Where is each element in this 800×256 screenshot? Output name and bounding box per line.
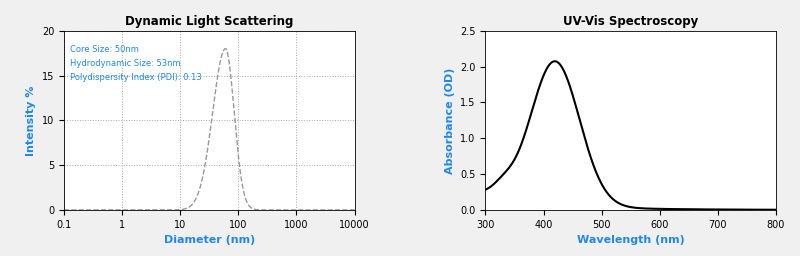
X-axis label: Diameter (nm): Diameter (nm) [164,235,255,245]
Title: Dynamic Light Scattering: Dynamic Light Scattering [125,15,294,28]
Y-axis label: Intensity %: Intensity % [26,85,36,155]
Title: UV-Vis Spectroscopy: UV-Vis Spectroscopy [563,15,698,28]
Text: Core Size: 50nm
Hydrodynamic Size: 53nm
Polydispersity Index (PDI): 0.13: Core Size: 50nm Hydrodynamic Size: 53nm … [70,45,202,82]
Y-axis label: Absorbance (OD): Absorbance (OD) [445,67,454,174]
X-axis label: Wavelength (nm): Wavelength (nm) [577,235,685,245]
